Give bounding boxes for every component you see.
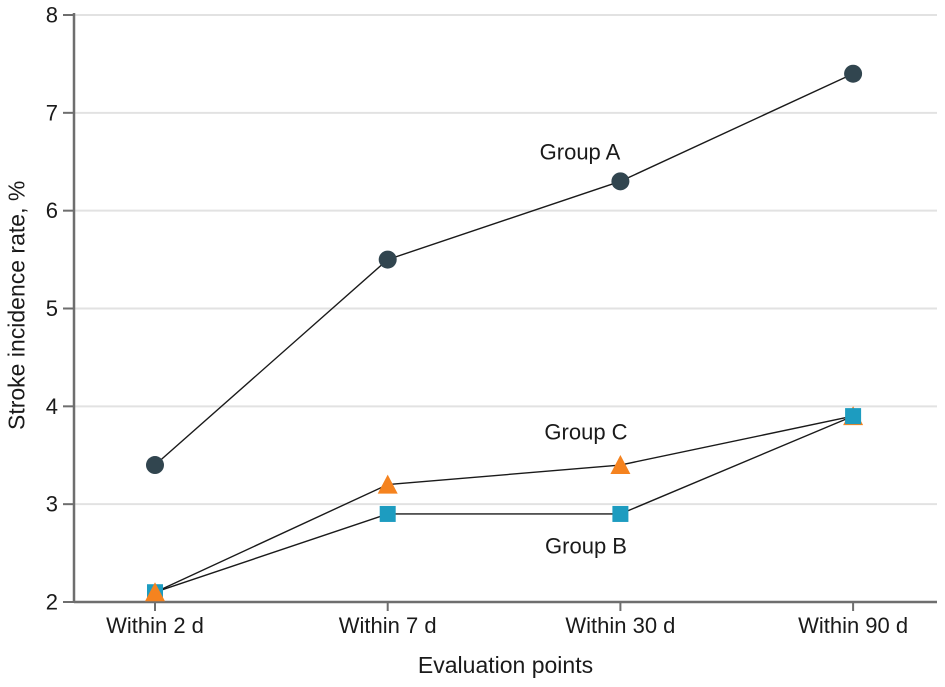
x-category-label: Within 30 d: [565, 613, 675, 638]
x-category-label: Within 90 d: [798, 613, 908, 638]
marker-group-c: [377, 474, 398, 494]
marker-group-a: [611, 172, 630, 191]
y-axis-title: Stroke incidence rate, %: [3, 180, 30, 430]
x-axis-title: Evaluation points: [417, 652, 594, 678]
series-label-group-b: Group B: [545, 534, 627, 559]
marker-group-c: [145, 582, 165, 602]
series-label-group-c: Group C: [544, 420, 627, 445]
series-line-group-b: [154, 415, 854, 593]
series-line-group-a: [154, 73, 854, 466]
marker-group-b: [379, 505, 396, 522]
y-tick-label: 5: [46, 296, 58, 321]
x-category-label: Within 2 d: [106, 613, 204, 638]
y-tick-label: 3: [46, 492, 58, 517]
y-tick-label: 4: [46, 394, 58, 419]
marker-group-a: [146, 456, 164, 475]
series-line-group-c: [154, 415, 854, 593]
marker-group-b: [845, 408, 862, 425]
x-category-label: Within 7 d: [339, 613, 437, 638]
y-tick-label: 8: [46, 3, 58, 28]
marker-group-a: [378, 250, 397, 269]
y-tick-label: 7: [46, 100, 58, 125]
marker-group-a: [844, 64, 863, 83]
marker-group-c: [610, 455, 631, 475]
y-tick-label: 2: [46, 590, 58, 615]
marker-group-b: [612, 505, 629, 522]
series-label-group-a: Group A: [540, 140, 621, 165]
y-tick-label: 6: [46, 198, 58, 223]
